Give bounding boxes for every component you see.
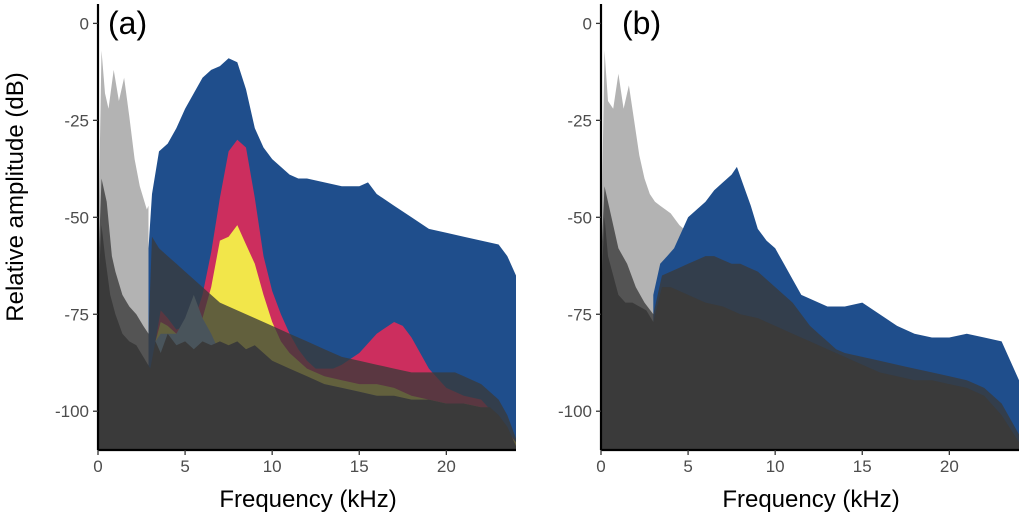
panel-b: 0 -25 -50 -75 -100 0 5 10 15 20	[558, 4, 1019, 476]
series-area-6	[98, 225, 516, 450]
y-tick-label: -100	[558, 402, 592, 421]
x-tick-label: 10	[766, 457, 785, 476]
x-tick-label: 20	[437, 457, 456, 476]
y-tick-label: -75	[64, 305, 89, 324]
x-tick-label: 15	[350, 457, 369, 476]
x-axis-title-b: Frequency (kHz)	[722, 486, 899, 513]
y-tick-label: -50	[64, 208, 89, 227]
panel-label-b: (b)	[622, 5, 661, 41]
x-tick-label: 15	[853, 457, 872, 476]
x-tick-label: 10	[263, 457, 282, 476]
x-tick-label: 0	[93, 457, 102, 476]
y-tick-label: 0	[583, 14, 592, 33]
y-tick-label: -50	[567, 208, 592, 227]
y-tick-label: -25	[64, 111, 89, 130]
x-tick-label: 20	[940, 457, 959, 476]
y-tick-label: -75	[567, 305, 592, 324]
y-tick-label: 0	[80, 14, 89, 33]
panel-label-a: (a)	[108, 5, 147, 41]
x-tick-label: 5	[180, 457, 189, 476]
x-tick-label: 5	[683, 457, 692, 476]
series-area-3	[601, 217, 1019, 450]
x-tick-label: 0	[596, 457, 605, 476]
panel-a: 0 -25 -50 -75 -100 0 5 10 15 20	[55, 4, 516, 476]
y-axis-title: Relative amplitude (dB)	[2, 72, 29, 321]
y-tick-label: -25	[567, 111, 592, 130]
y-tick-label: -100	[55, 402, 89, 421]
x-axis-title-a: Frequency (kHz)	[219, 486, 396, 513]
